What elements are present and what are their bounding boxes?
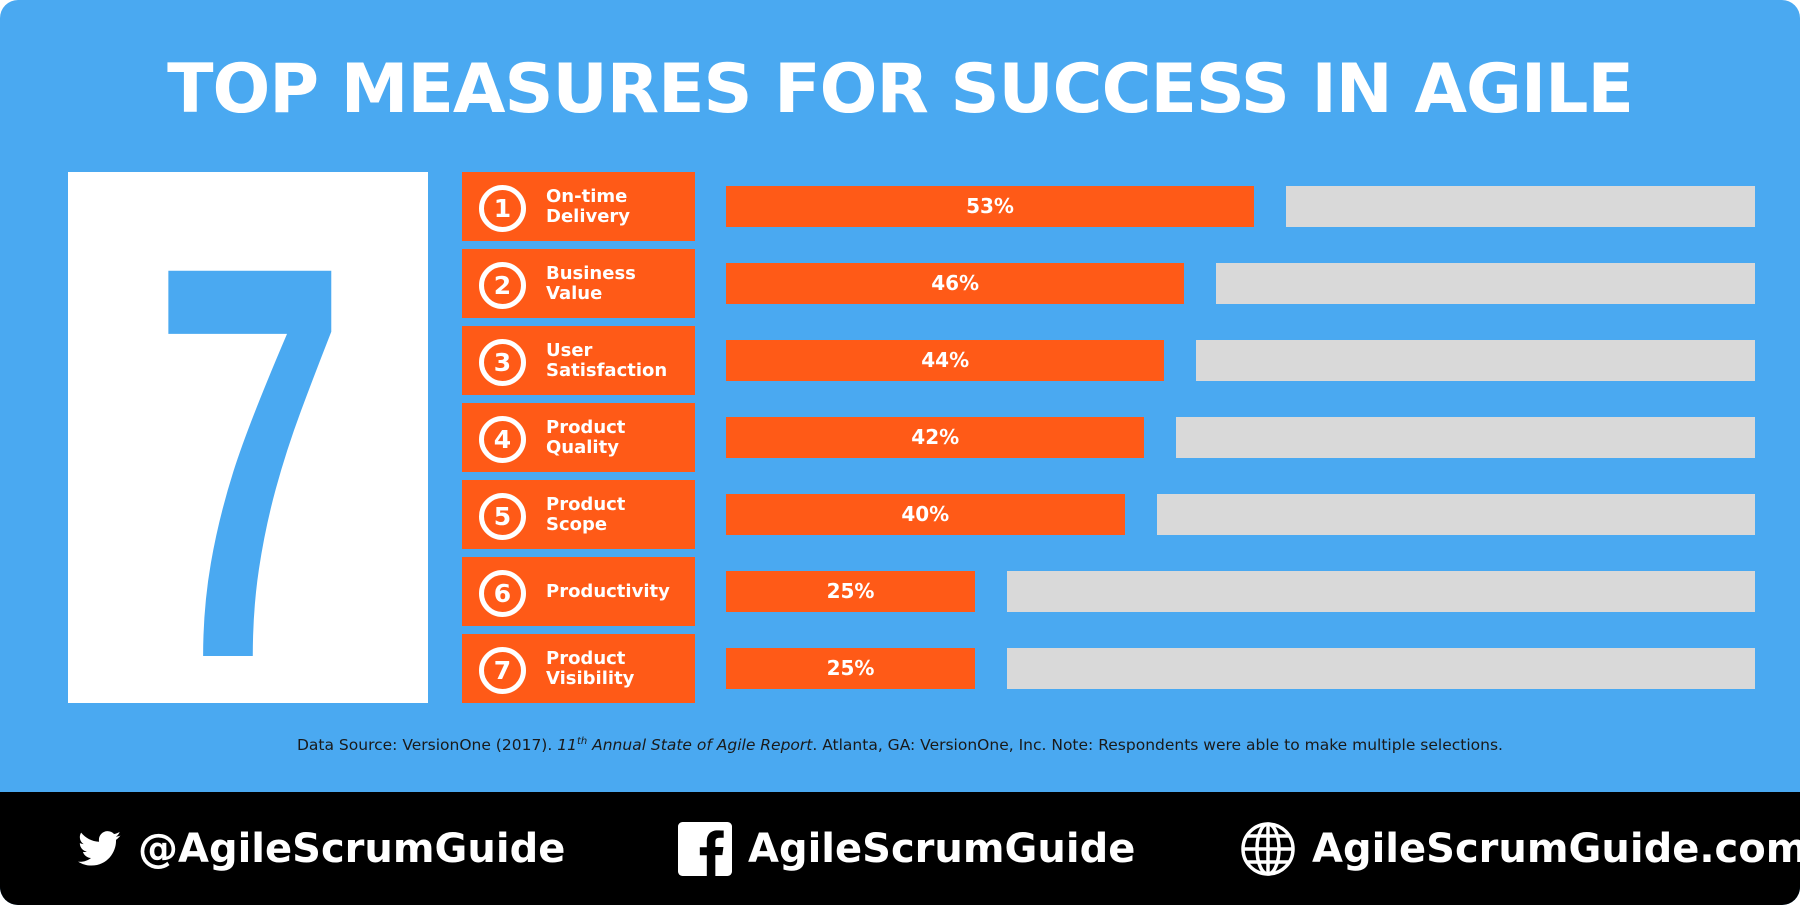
category-label: Product Visibility [546, 647, 635, 689]
remaining-track [1286, 186, 1755, 227]
remaining-track [1216, 263, 1755, 304]
twitter-handle[interactable]: @AgileScrumGuide [78, 792, 565, 905]
rank-badge: 4 [479, 416, 526, 463]
category-label-box: 5 Product Scope [462, 480, 695, 549]
value-bar: 40% [726, 494, 1125, 535]
facebook-page-text: AgileScrumGuide [748, 825, 1136, 872]
value-bar: 44% [726, 340, 1165, 381]
remaining-track [1196, 340, 1755, 381]
big-number-graphic: 7 [153, 172, 346, 703]
source-suffix: . Atlanta, GA: VersionOne, Inc. Note: Re… [812, 736, 1503, 755]
category-label-box: 7 Product Visibility [462, 634, 695, 703]
chart-row: 4 Product Quality 42% [0, 403, 1800, 480]
category-label-box: 3 User Satisfaction [462, 326, 695, 395]
value-bar: 46% [726, 263, 1185, 304]
facebook-icon [678, 821, 732, 876]
facebook-page[interactable]: AgileScrumGuide [678, 792, 1135, 905]
category-label-box: 2 Business Value [462, 249, 695, 318]
source-report-title: 11th Annual State of Agile Report [557, 736, 813, 755]
big-number: 7 [153, 172, 346, 703]
rank-badge: 3 [479, 339, 526, 386]
page-title: TOP MEASURES FOR SUCCESS IN AGILE [167, 50, 1634, 129]
data-source-note: Data Source: VersionOne (2017). 11th Ann… [0, 736, 1800, 754]
twitter-handle-text: @AgileScrumGuide [138, 825, 566, 872]
category-label: Business Value [546, 262, 636, 304]
rank-badge: 7 [479, 647, 526, 694]
value-bar: 25% [726, 571, 976, 612]
rank-badge: 1 [479, 185, 526, 232]
category-label: Productivity [546, 580, 670, 602]
website-link-text: AgileScrumGuide.com [1312, 825, 1800, 872]
big-number-panel: 7 [68, 172, 428, 703]
category-label-box: 4 Product Quality [462, 403, 695, 472]
chart-row: 6 Productivity 25% [0, 557, 1800, 634]
social-footer: @AgileScrumGuide AgileScrumGuide [0, 792, 1800, 905]
globe-icon [1240, 821, 1296, 877]
value-bar: 25% [726, 648, 976, 689]
chart-row: 5 Product Scope 40% [0, 480, 1800, 557]
chart-row: 1 On-time Delivery 53% [0, 172, 1800, 249]
chart-row: 7 Product Visibility 25% [0, 634, 1800, 711]
value-bar: 42% [726, 417, 1145, 458]
website-link[interactable]: AgileScrumGuide.com [1240, 792, 1800, 905]
chart-row: 3 User Satisfaction 44% [0, 326, 1800, 403]
remaining-track [1007, 648, 1755, 689]
category-label-box: 6 Productivity [462, 557, 695, 626]
source-prefix: Data Source: VersionOne (2017). [297, 736, 558, 755]
remaining-track [1007, 571, 1755, 612]
category-label-box: 1 On-time Delivery [462, 172, 695, 241]
chart-row: 2 Business Value 46% [0, 249, 1800, 326]
value-bar: 53% [726, 186, 1255, 227]
rank-badge: 2 [479, 262, 526, 309]
remaining-track [1156, 494, 1755, 535]
remaining-track [1176, 417, 1755, 458]
category-label: Product Scope [546, 493, 626, 535]
category-label: User Satisfaction [546, 339, 668, 381]
twitter-icon [78, 830, 122, 867]
rank-badge: 6 [479, 570, 526, 617]
category-label: On-time Delivery [546, 185, 631, 227]
rank-badge: 5 [479, 493, 526, 540]
category-label: Product Quality [546, 416, 626, 458]
